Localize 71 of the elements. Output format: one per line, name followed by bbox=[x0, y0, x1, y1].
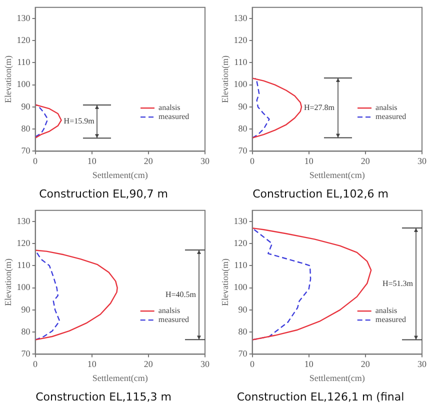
line-series bbox=[252, 78, 270, 139]
y-axis-title: Elevation(m) bbox=[2, 258, 13, 306]
y-tick-label: 110 bbox=[17, 57, 31, 68]
x-axis-title: Settlement(cm) bbox=[309, 170, 365, 180]
x-tick-label: 0 bbox=[33, 358, 38, 369]
y-tick-label: 90 bbox=[21, 304, 31, 314]
y-tick-label: 80 bbox=[238, 123, 248, 134]
x-tick-label: 20 bbox=[360, 358, 370, 369]
legend-label: analsis bbox=[158, 103, 180, 112]
text: Construction EL,102,6 m bbox=[252, 187, 388, 200]
y-tick-label: 70 bbox=[238, 348, 248, 359]
line-series bbox=[35, 104, 48, 138]
legend-label: analsis bbox=[158, 306, 180, 316]
y-tick-label: 70 bbox=[21, 146, 31, 156]
y-tick-label: 90 bbox=[238, 101, 248, 112]
x-tick-label: 30 bbox=[200, 358, 210, 369]
x-tick-label: 20 bbox=[360, 156, 370, 166]
y-tick-label: 100 bbox=[234, 79, 248, 90]
y-tick-label: 130 bbox=[234, 216, 248, 226]
y-tick-label: 100 bbox=[234, 282, 248, 292]
annotation: H=51.3m bbox=[382, 279, 414, 288]
y-axis-title: Elevation(m) bbox=[2, 56, 13, 104]
legend-label: analsis bbox=[375, 306, 398, 316]
y-tick-label: 120 bbox=[234, 34, 248, 45]
y-tick-label: 110 bbox=[234, 57, 248, 68]
x-axis-title: Settlement(cm) bbox=[92, 170, 148, 180]
x-tick-label: 10 bbox=[87, 156, 97, 166]
line-series bbox=[35, 250, 60, 340]
x-tick-label: 10 bbox=[304, 156, 314, 166]
x-tick-label: 20 bbox=[144, 358, 154, 369]
y-axis-title: Elevation(m) bbox=[220, 56, 230, 104]
y-tick-label: 130 bbox=[234, 12, 248, 23]
y-tick-label: 120 bbox=[16, 34, 31, 45]
y-tick-label: 80 bbox=[21, 123, 31, 134]
y-tick-label: 120 bbox=[234, 238, 248, 248]
legend-label: measured bbox=[376, 112, 406, 122]
x-tick-label: 30 bbox=[418, 156, 427, 166]
x-tick-label: 30 bbox=[200, 156, 210, 166]
legend-label: measured bbox=[158, 315, 190, 324]
y-tick-label: 80 bbox=[238, 326, 248, 336]
y-tick-label: 130 bbox=[16, 12, 31, 23]
y-tick-label: 120 bbox=[16, 238, 31, 248]
x-axis-title: Settlement(cm) bbox=[92, 372, 148, 383]
y-tick-label: 90 bbox=[21, 101, 31, 112]
x-axis-title: Settlement(cm) bbox=[309, 372, 365, 383]
y-axis-title: Elevation(m) bbox=[220, 258, 230, 306]
y-tick-label: 110 bbox=[234, 260, 248, 270]
legend-label: measured bbox=[158, 112, 190, 122]
x-tick-label: 10 bbox=[87, 358, 97, 369]
text: Construction EL,126,1 m (final bbox=[236, 390, 404, 404]
legend-label: measured bbox=[375, 315, 406, 324]
x-tick-label: 0 bbox=[33, 156, 38, 166]
y-tick-label: 70 bbox=[238, 146, 248, 156]
annotation: H=40.5m bbox=[165, 290, 197, 300]
annotation: H=27.8m bbox=[304, 103, 336, 112]
y-tick-label: 80 bbox=[21, 326, 31, 336]
y-tick-label: 100 bbox=[16, 79, 31, 90]
text: Construction EL,115,3 m bbox=[36, 390, 172, 404]
legend-label: analsis bbox=[376, 103, 398, 112]
x-tick-label: 20 bbox=[144, 156, 154, 166]
x-tick-label: 30 bbox=[418, 358, 427, 369]
annotation: H=15.9m bbox=[64, 116, 96, 126]
text: Construction EL,90,7 m bbox=[39, 187, 168, 200]
x-tick-label: 0 bbox=[250, 156, 256, 166]
y-tick-label: 90 bbox=[238, 304, 248, 314]
y-tick-label: 110 bbox=[17, 260, 31, 270]
x-tick-label: 0 bbox=[250, 358, 256, 369]
x-tick-label: 10 bbox=[304, 358, 314, 369]
y-tick-label: 130 bbox=[16, 216, 31, 226]
y-tick-label: 70 bbox=[21, 348, 31, 359]
y-tick-label: 100 bbox=[16, 282, 31, 292]
